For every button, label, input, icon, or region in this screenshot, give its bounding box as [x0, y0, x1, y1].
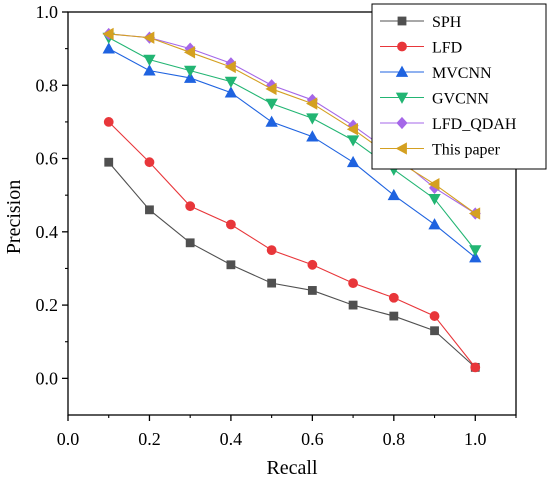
- data-point-this-paper: [468, 207, 481, 220]
- data-point-gvcnn: [224, 76, 238, 88]
- legend-label: This paper: [432, 142, 501, 159]
- data-point-this-paper: [102, 27, 114, 41]
- data-point-sph: [267, 278, 277, 288]
- data-point-sph: [348, 300, 358, 310]
- y-axis-title: Precision: [3, 180, 25, 254]
- x-tick-label: 0.8: [383, 429, 406, 449]
- data-point-gvcnn: [306, 113, 319, 125]
- data-point-mvcnn: [306, 130, 319, 142]
- legend-label: LFD: [432, 40, 462, 57]
- legend-label: MVCNN: [432, 65, 492, 82]
- data-point-gvcnn: [143, 54, 156, 66]
- y-tick-label: 1.0: [36, 2, 59, 22]
- legend-box: [371, 3, 547, 170]
- data-point-lfd: [470, 362, 481, 373]
- x-tick-label: 1.0: [464, 429, 487, 449]
- legend-item-sph: SPH: [380, 14, 462, 31]
- data-point-sph: [185, 238, 195, 248]
- legend-item-gvcnn: GVCNN: [380, 91, 489, 108]
- data-point-mvcnn: [346, 155, 360, 168]
- x-tick-label: 0.6: [301, 429, 324, 449]
- data-point-sph: [430, 326, 439, 336]
- data-point-sph: [104, 157, 114, 167]
- data-point-this-paper: [183, 46, 196, 59]
- data-point-mvcnn: [387, 188, 400, 201]
- y-tick-label: 0.2: [36, 295, 59, 315]
- data-point-mvcnn: [102, 42, 115, 54]
- data-point-lfd: [266, 245, 277, 256]
- data-point-mvcnn: [428, 218, 441, 230]
- x-tick-label: 0.0: [57, 429, 80, 449]
- data-point-lfd: [103, 117, 114, 127]
- legend-item-this-paper: This paper: [380, 142, 501, 159]
- legend-marker: [397, 16, 407, 26]
- legend-marker: [395, 142, 407, 155]
- y-tick-label: 0.0: [36, 368, 59, 388]
- data-point-this-paper: [143, 31, 155, 44]
- data-point-mvcnn: [265, 115, 278, 127]
- legend-marker: [395, 65, 409, 77]
- data-point-lfd: [388, 292, 399, 303]
- data-point-sph: [307, 286, 317, 295]
- legend: SPH LFD MVCNN GVCNN LFD_QDAH This paper: [371, 3, 547, 170]
- legend-marker: [397, 41, 407, 52]
- legend-label: LFD_QDAH: [432, 116, 517, 133]
- data-point-gvcnn: [428, 193, 441, 206]
- series-line-mvcnn: [108, 48, 476, 258]
- legend-item-lfd: LFD: [380, 40, 462, 57]
- data-point-gvcnn: [265, 98, 278, 110]
- legend-marker: [396, 116, 408, 130]
- series-line-sph: [108, 161, 476, 368]
- data-point-lfd: [144, 157, 155, 168]
- data-point-lfd: [307, 259, 318, 270]
- data-point-lfd: [226, 219, 236, 230]
- x-axis-title: Recall: [266, 457, 318, 479]
- data-point-gvcnn: [469, 245, 482, 257]
- y-tick-label: 0.6: [36, 149, 59, 169]
- data-point-this-paper: [224, 60, 236, 74]
- data-point-mvcnn: [143, 64, 156, 76]
- data-point-this-paper: [265, 82, 277, 96]
- series-mvcnn: [102, 42, 482, 263]
- data-point-mvcnn: [184, 71, 197, 83]
- legend-item-mvcnn: MVCNN: [380, 65, 492, 82]
- y-tick-label: 0.4: [36, 222, 59, 242]
- series-line-lfd: [108, 121, 476, 368]
- data-point-gvcnn: [184, 65, 197, 77]
- data-point-sph: [389, 311, 399, 321]
- series-gvcnn: [102, 32, 482, 257]
- y-tick-label: 0.8: [36, 75, 59, 95]
- legend-item-lfd-qdah: LFD_QDAH: [380, 116, 517, 133]
- data-point-sph: [145, 205, 154, 215]
- data-point-this-paper: [428, 178, 440, 191]
- data-point-mvcnn: [469, 251, 482, 263]
- data-point-gvcnn: [346, 135, 360, 147]
- data-point-this-paper: [306, 97, 318, 110]
- x-tick-label: 0.2: [138, 429, 161, 449]
- legend-marker: [395, 92, 409, 104]
- series-lfd: [103, 117, 481, 373]
- data-point-lfd: [185, 201, 196, 212]
- series-line-this-paper: [108, 33, 476, 214]
- series-line-gvcnn: [108, 37, 476, 251]
- data-point-lfd: [429, 311, 440, 321]
- data-point-lfd: [348, 278, 358, 289]
- legend-label: GVCNN: [432, 91, 489, 108]
- data-point-mvcnn: [224, 86, 238, 98]
- data-point-this-paper: [346, 123, 358, 136]
- legend-label: SPH: [432, 14, 462, 31]
- plot-frame: [67, 11, 517, 416]
- x-tick-label: 0.4: [220, 429, 243, 449]
- data-point-sph: [226, 260, 236, 270]
